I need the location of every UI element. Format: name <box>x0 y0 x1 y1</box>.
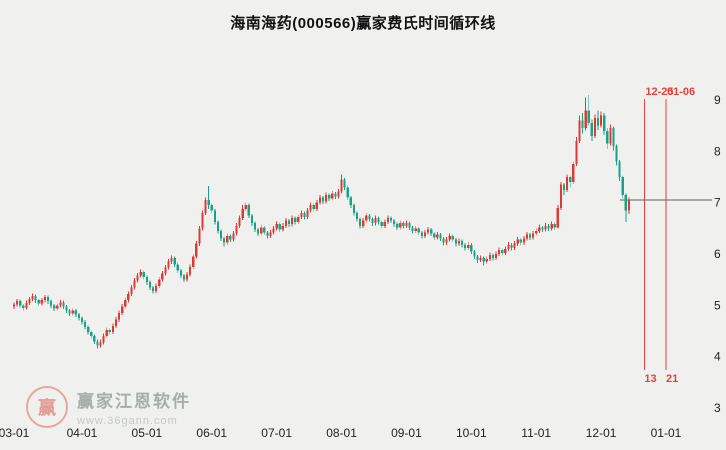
svg-text:05-01: 05-01 <box>132 426 163 440</box>
watermark-brand: 赢家江恩软件 <box>77 392 191 411</box>
cycle-date-label: 12-25 <box>645 86 673 98</box>
svg-text:8: 8 <box>714 144 721 158</box>
svg-text:12-01: 12-01 <box>586 426 617 440</box>
cycle-count-label: 21 <box>666 373 678 385</box>
chart-title: 海南海药(000566)赢家费氏时间循环线 <box>230 15 496 32</box>
svg-text:03-01: 03-01 <box>0 426 30 440</box>
svg-text:3: 3 <box>714 401 721 415</box>
brand-seal-icon: 赢 <box>26 386 68 428</box>
candles <box>12 94 631 349</box>
svg-text:7: 7 <box>714 196 721 210</box>
watermark-url: www.36gann.com <box>77 415 178 427</box>
svg-text:06-01: 06-01 <box>196 426 227 440</box>
time-axis: 03-01 04-01 05-01 06-01 07-01 08-01 09-01 10-01… <box>0 426 682 440</box>
price-axis: 9 8 7 6 5 4 3 <box>714 93 721 415</box>
watermark: 赢 赢家江恩软件 www.36gann.com <box>26 386 191 428</box>
svg-text:4: 4 <box>714 350 721 364</box>
svg-text:10-01: 10-01 <box>456 426 487 440</box>
svg-text:04-01: 04-01 <box>67 426 98 440</box>
svg-text:6: 6 <box>714 247 721 261</box>
svg-text:07-01: 07-01 <box>261 426 292 440</box>
svg-text:11-01: 11-01 <box>521 426 551 440</box>
cycle-count-label: 13 <box>644 373 656 385</box>
fibonacci-time-lines: 12-25 13 01-06 21 <box>643 86 695 385</box>
cycle-date-label: 01-06 <box>667 86 695 98</box>
svg-text:9: 9 <box>714 93 721 107</box>
svg-text:08-01: 08-01 <box>326 426 357 440</box>
svg-text:09-01: 09-01 <box>391 426 422 440</box>
svg-text:5: 5 <box>714 298 721 312</box>
svg-text:01-01: 01-01 <box>651 426 682 440</box>
